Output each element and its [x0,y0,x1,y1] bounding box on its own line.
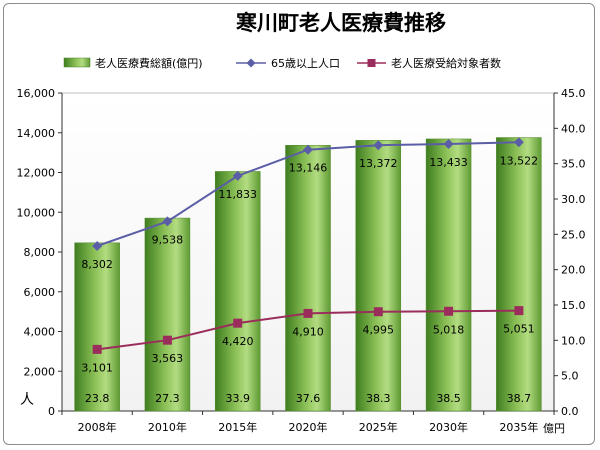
left-tick-label: 16,000 [17,87,56,100]
line-value-label: 3,563 [152,352,184,365]
bar [214,171,261,412]
line-value-label: 13,522 [500,154,539,167]
bar-value-label: 27.3 [155,392,180,405]
line-value-label: 11,833 [218,188,257,201]
bar-value-label: 38.5 [436,392,461,405]
diamond-marker [373,140,384,151]
bar [144,217,191,412]
line-value-label: 4,420 [222,335,254,348]
bar-value-label: 38.7 [507,392,532,405]
square-marker [373,307,383,317]
bar-value-label: 37.6 [296,392,321,405]
right-tick-label: 30.0 [561,193,586,206]
bar-value-label: 38.3 [366,392,391,405]
square-marker [444,306,454,316]
square-marker [233,318,243,328]
right-axis-ticks: 0.0 5.0 10.0 15.0 20.0 25.0 30.0 35.0 40.0 45.0 [554,87,586,418]
diamond-marker [232,170,243,181]
x-tick-label: 2020年 [289,420,328,434]
left-tick-label: 8,000 [24,246,56,259]
right-tick-label: 45.0 [561,87,586,100]
left-tick-label: 12,000 [17,167,56,180]
diamond-marker [513,137,524,148]
legend-label-total-cost: 老人医療費総額(億円) [95,56,203,70]
left-tick-label: 2,000 [24,365,56,378]
right-tick-label: 40.0 [561,122,586,135]
x-tick-label: 2025年 [359,420,398,434]
right-tick-label: 35.0 [561,158,586,171]
data-labels: 23.8 27.3 33.9 37.6 38.3 38.5 38.7 8,302 9,538 11… [81,154,538,405]
line-value-label: 4,910 [292,325,324,338]
right-tick-label: 0.0 [561,405,579,418]
diamond-marker [303,144,313,155]
line-series [92,137,524,354]
square-marker [303,308,313,318]
bar [425,138,472,412]
x-axis-ticks: 2008年 2010年 2015年 2020年 2025年 2030年 2035年 [61,411,555,434]
legend-swatch-diamond-marker [246,58,256,68]
left-tick-label: 6,000 [24,286,56,299]
right-axis-unit: 億円 [543,422,565,435]
x-tick-label: 2015年 [218,420,257,434]
right-tick-label: 5.0 [561,370,579,383]
right-tick-label: 10.0 [561,334,586,347]
square-marker [514,306,524,316]
diamond-marker [92,240,103,251]
line-value-label: 13,372 [359,157,398,170]
left-tick-label: 14,000 [17,127,56,140]
line-value-label: 5,051 [503,323,535,336]
x-tick-label: 2008年 [78,420,117,434]
bar [496,137,542,412]
line-value-label: 9,538 [152,233,184,246]
legend-label-recipients: 老人医療受給対象者数 [391,56,501,70]
left-axis-ticks: 0 2,000 4,000 6,000 8,000 10,000 12,000 14,000 1… [17,87,62,418]
line-value-label: 4,995 [363,324,395,337]
bar-value-label: 23.8 [85,392,110,405]
bar-value-label: 33.9 [225,392,250,405]
square-marker [92,344,102,354]
bar-series [74,137,542,412]
legend-label-population: 65歳以上人口 [271,57,340,70]
line-value-label: 5,018 [433,323,465,336]
legend-swatch-square-marker [367,59,376,67]
left-axis-unit: 人 [20,392,34,408]
left-tick-label: 10,000 [17,206,56,219]
diamond-marker [162,216,173,227]
left-tick-label: 0 [48,405,55,418]
x-tick-label: 2030年 [429,420,468,434]
right-tick-label: 25.0 [561,228,586,241]
line-value-label: 13,433 [429,156,468,169]
right-tick-label: 20.0 [561,264,586,277]
line-value-label: 8,302 [81,258,113,271]
bar [285,145,331,412]
line-value-label: 3,101 [81,361,113,374]
square-marker [162,335,172,345]
x-tick-label: 2035年 [499,420,538,434]
diamond-marker [443,139,454,150]
legend-swatch-bar [63,57,91,68]
legend: 老人医療費総額(億円) 65歳以上人口 老人医療受給対象者数 [63,56,501,70]
left-tick-label: 4,000 [24,326,56,339]
right-tick-label: 15.0 [561,299,586,312]
x-tick-label: 2010年 [148,420,187,434]
bar [355,140,402,412]
line-value-label: 13,146 [289,162,328,175]
chart-title: 寒川町老人医療費推移 [236,11,446,35]
